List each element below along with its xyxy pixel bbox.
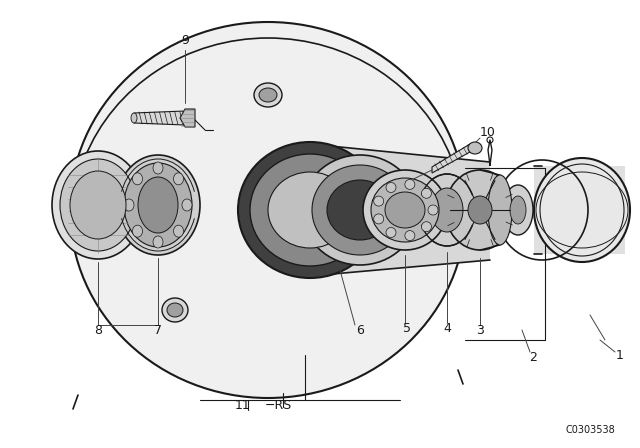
Ellipse shape bbox=[385, 192, 425, 228]
Text: 8: 8 bbox=[94, 323, 102, 336]
Ellipse shape bbox=[250, 154, 370, 266]
Ellipse shape bbox=[132, 173, 143, 185]
Ellipse shape bbox=[70, 22, 466, 398]
Ellipse shape bbox=[138, 177, 178, 233]
Polygon shape bbox=[432, 144, 470, 173]
Ellipse shape bbox=[386, 228, 396, 237]
Polygon shape bbox=[134, 111, 185, 125]
Ellipse shape bbox=[52, 151, 144, 259]
Text: C0303538: C0303538 bbox=[565, 425, 615, 435]
Ellipse shape bbox=[153, 162, 163, 174]
Text: 11: 11 bbox=[234, 399, 250, 412]
Ellipse shape bbox=[132, 225, 143, 237]
Ellipse shape bbox=[124, 163, 192, 247]
Ellipse shape bbox=[488, 175, 512, 245]
Ellipse shape bbox=[428, 205, 438, 215]
Ellipse shape bbox=[422, 222, 431, 232]
Ellipse shape bbox=[405, 179, 415, 190]
Text: 1: 1 bbox=[616, 349, 624, 362]
Ellipse shape bbox=[167, 303, 183, 317]
Ellipse shape bbox=[422, 188, 431, 198]
Ellipse shape bbox=[173, 173, 184, 185]
Ellipse shape bbox=[173, 225, 184, 237]
Ellipse shape bbox=[510, 196, 526, 224]
Text: −RS: −RS bbox=[265, 399, 292, 412]
Ellipse shape bbox=[445, 170, 515, 250]
Ellipse shape bbox=[131, 113, 137, 123]
Ellipse shape bbox=[162, 298, 188, 322]
Text: 7: 7 bbox=[154, 323, 162, 336]
Text: 10: 10 bbox=[480, 125, 496, 138]
Polygon shape bbox=[310, 144, 490, 276]
Ellipse shape bbox=[302, 155, 418, 265]
Ellipse shape bbox=[374, 196, 384, 206]
Ellipse shape bbox=[371, 178, 439, 242]
Ellipse shape bbox=[312, 165, 408, 255]
Ellipse shape bbox=[60, 159, 136, 251]
Ellipse shape bbox=[123, 186, 137, 204]
Text: 6: 6 bbox=[356, 323, 364, 336]
Text: 9: 9 bbox=[181, 34, 189, 47]
Ellipse shape bbox=[534, 158, 630, 262]
Text: 3: 3 bbox=[476, 323, 484, 336]
Ellipse shape bbox=[124, 199, 134, 211]
Polygon shape bbox=[534, 166, 625, 254]
Ellipse shape bbox=[254, 83, 282, 107]
Ellipse shape bbox=[259, 88, 277, 102]
Text: 4: 4 bbox=[443, 322, 451, 335]
Ellipse shape bbox=[153, 236, 163, 248]
Ellipse shape bbox=[70, 171, 126, 239]
Ellipse shape bbox=[386, 182, 396, 193]
Ellipse shape bbox=[374, 214, 384, 224]
Ellipse shape bbox=[363, 170, 447, 250]
Ellipse shape bbox=[431, 188, 463, 232]
Ellipse shape bbox=[468, 142, 482, 154]
Ellipse shape bbox=[116, 155, 200, 255]
Ellipse shape bbox=[118, 181, 142, 209]
Ellipse shape bbox=[419, 174, 475, 246]
Ellipse shape bbox=[238, 142, 382, 278]
Ellipse shape bbox=[182, 199, 192, 211]
Text: 5: 5 bbox=[403, 322, 411, 335]
Ellipse shape bbox=[405, 231, 415, 241]
Text: 2: 2 bbox=[529, 350, 537, 363]
Ellipse shape bbox=[327, 180, 393, 240]
Polygon shape bbox=[180, 109, 195, 127]
Ellipse shape bbox=[468, 196, 492, 224]
Ellipse shape bbox=[268, 172, 352, 248]
Ellipse shape bbox=[503, 185, 533, 235]
